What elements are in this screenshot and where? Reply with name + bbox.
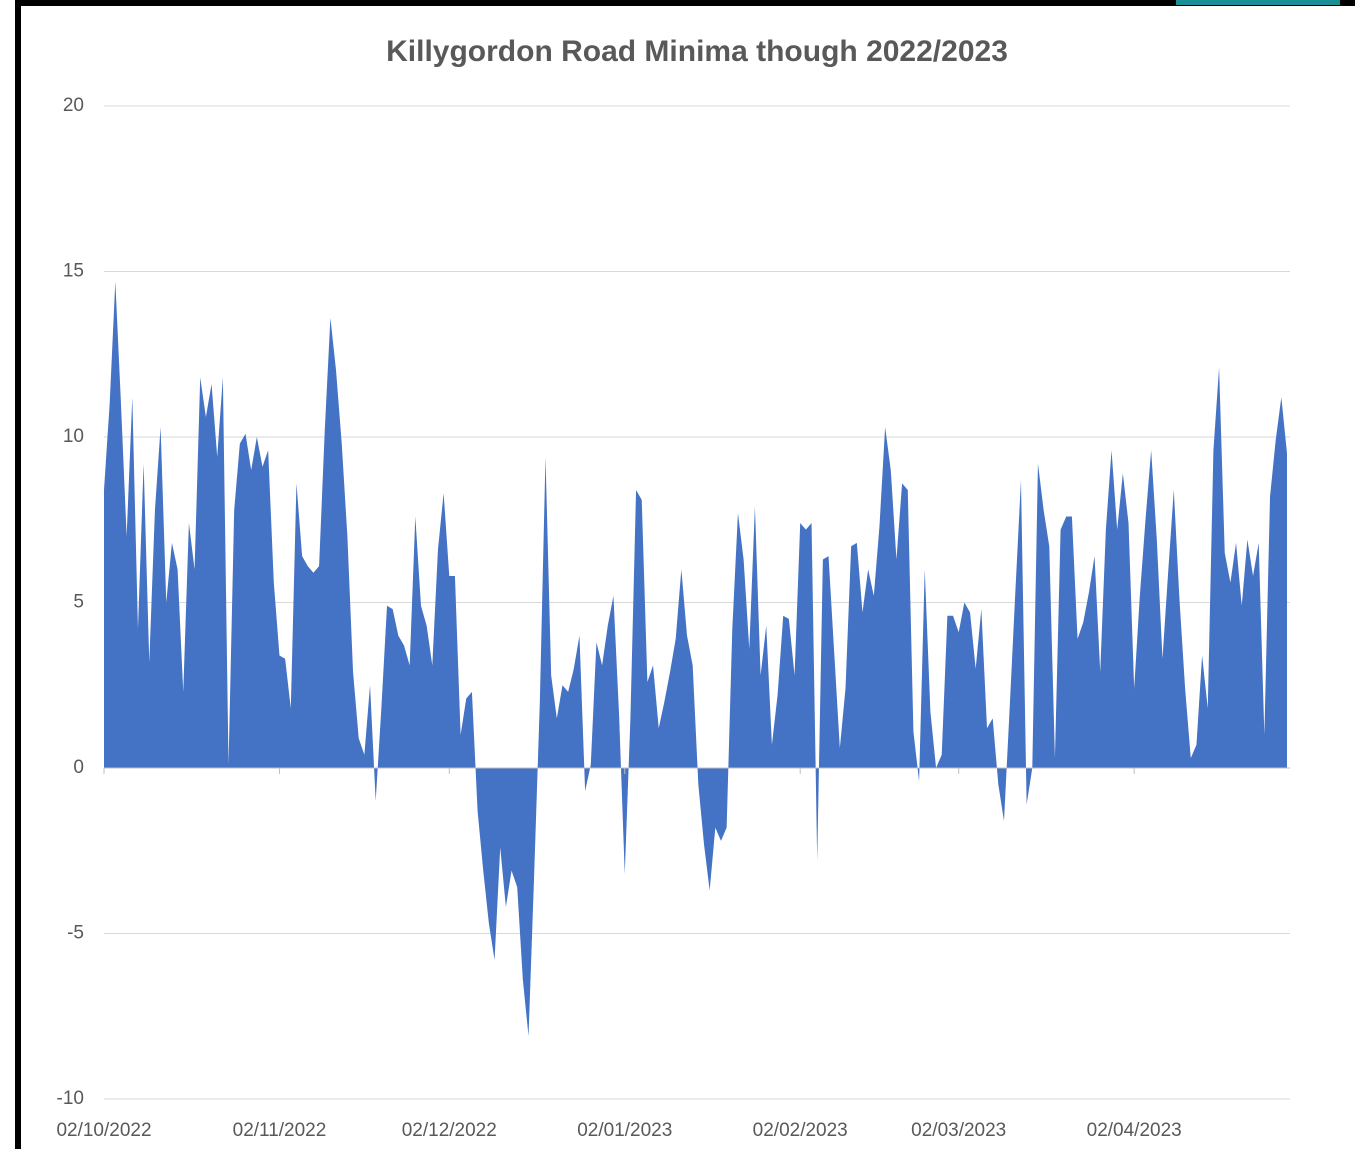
area	[104, 281, 1287, 1037]
y-tick-label: 10	[63, 426, 84, 447]
frame-left	[15, 0, 21, 1149]
x-tick-label: 02/04/2023	[1087, 1120, 1182, 1141]
x-tick-label: 02/03/2023	[911, 1120, 1006, 1141]
y-tick-label: -10	[57, 1088, 84, 1109]
x-tick-label: 02/12/2022	[402, 1120, 497, 1141]
y-tick-label: -5	[67, 923, 84, 944]
x-tick-label: 02/11/2022	[233, 1120, 327, 1141]
chart-title: Killygordon Road Minima though 2022/2023	[386, 35, 1008, 68]
y-tick-label: 5	[73, 592, 84, 613]
y-tick-label: 15	[63, 261, 84, 282]
frame-top	[15, 0, 1355, 6]
x-tick-label: 02/10/2022	[56, 1120, 151, 1141]
corner-tab	[1176, 0, 1340, 5]
x-tick-label: 02/01/2023	[577, 1120, 672, 1141]
y-tick-label: 0	[73, 757, 84, 778]
x-tick-label: 02/02/2023	[753, 1120, 848, 1141]
y-tick-label: 20	[63, 95, 84, 116]
